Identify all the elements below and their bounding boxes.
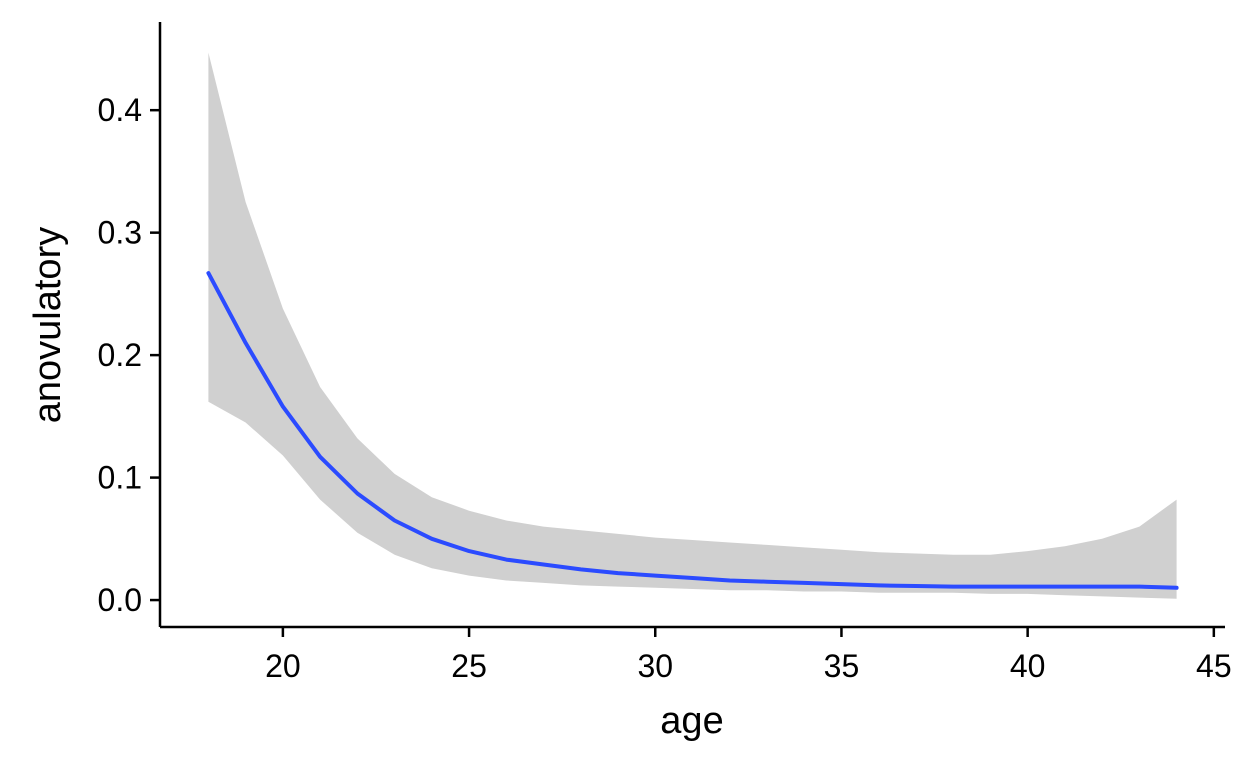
confidence-band	[208, 52, 1177, 599]
x-tick-label: 20	[265, 648, 301, 684]
y-tick-label: 0.0	[98, 582, 142, 618]
y-tick-label: 0.3	[98, 215, 142, 251]
y-axis-ticks: 0.0 0.1 0.2 0.3 0.4	[98, 92, 160, 618]
y-tick-label: 0.2	[98, 337, 142, 373]
x-axis-ticks: 20 25 30 35 40 45	[265, 627, 1232, 684]
y-tick-label: 0.1	[98, 460, 142, 496]
x-tick-label: 35	[824, 648, 860, 684]
fit-line	[206, 271, 1179, 590]
x-tick-label: 25	[451, 648, 487, 684]
x-tick-label: 30	[637, 648, 673, 684]
y-tick-label: 0.4	[98, 92, 142, 128]
x-tick-label: 45	[1196, 648, 1232, 684]
y-axis-title: anovulatory	[27, 227, 69, 423]
x-tick-label: 40	[1010, 648, 1046, 684]
x-axis-title: age	[660, 700, 723, 742]
